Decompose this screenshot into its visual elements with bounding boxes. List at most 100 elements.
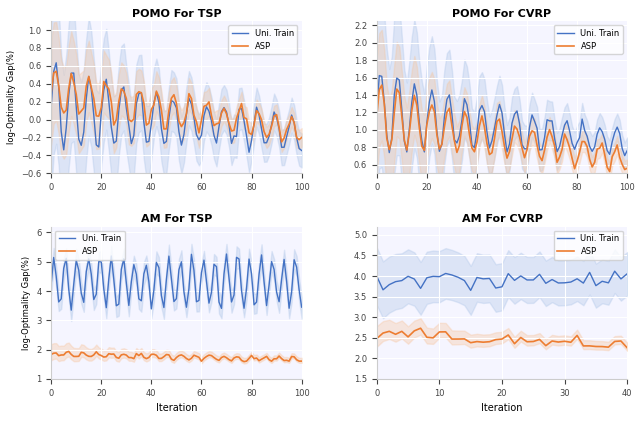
ASP bbox=[410, 328, 418, 333]
Uni. Train bbox=[554, 280, 562, 285]
ASP bbox=[47, 90, 55, 95]
ASP bbox=[298, 135, 305, 140]
Uni. Train bbox=[245, 150, 253, 155]
Line: ASP: ASP bbox=[51, 352, 301, 362]
Uni. Train bbox=[525, 125, 533, 130]
ASP bbox=[461, 336, 468, 341]
Uni. Train bbox=[442, 271, 449, 276]
Uni. Train bbox=[298, 304, 305, 309]
Uni. Train bbox=[385, 282, 393, 287]
Uni. Train bbox=[567, 280, 575, 285]
ASP bbox=[580, 344, 588, 349]
ASP bbox=[423, 335, 431, 340]
ASP bbox=[536, 337, 543, 342]
Uni. Train bbox=[393, 75, 401, 80]
Uni. Train bbox=[448, 272, 456, 277]
Uni. Train bbox=[479, 276, 487, 281]
Uni. Train bbox=[65, 287, 72, 292]
ASP bbox=[479, 340, 487, 345]
Uni. Train bbox=[573, 276, 581, 281]
X-axis label: Iteration: Iteration bbox=[481, 403, 523, 413]
ASP bbox=[379, 330, 387, 336]
X-axis label: Iteration: Iteration bbox=[156, 403, 197, 413]
Uni. Train bbox=[611, 269, 618, 274]
Uni. Train bbox=[67, 308, 75, 313]
ASP bbox=[67, 71, 75, 76]
Legend: Uni. Train, ASP: Uni. Train, ASP bbox=[56, 231, 125, 260]
Title: AM For TSP: AM For TSP bbox=[141, 214, 212, 224]
Uni. Train bbox=[498, 284, 506, 289]
ASP bbox=[573, 333, 581, 338]
ASP bbox=[47, 352, 55, 357]
ASP bbox=[606, 169, 614, 174]
ASP bbox=[511, 341, 518, 346]
Uni. Train bbox=[486, 276, 493, 281]
Uni. Train bbox=[398, 278, 406, 283]
ASP bbox=[378, 83, 386, 88]
Uni. Train bbox=[52, 60, 60, 65]
Uni. Train bbox=[592, 283, 600, 288]
Uni. Train bbox=[47, 104, 55, 109]
Uni. Train bbox=[228, 299, 236, 304]
ASP bbox=[551, 143, 559, 148]
Uni. Train bbox=[563, 118, 571, 123]
Uni. Train bbox=[47, 281, 55, 286]
ASP bbox=[225, 121, 233, 126]
Line: ASP: ASP bbox=[51, 71, 301, 142]
ASP bbox=[491, 136, 499, 141]
ASP bbox=[504, 333, 512, 338]
Uni. Train bbox=[561, 280, 568, 285]
ASP bbox=[373, 336, 381, 341]
Uni. Train bbox=[404, 274, 412, 279]
ASP bbox=[529, 339, 537, 344]
Title: AM For CVRP: AM For CVRP bbox=[461, 214, 543, 224]
ASP bbox=[523, 339, 531, 344]
ASP bbox=[561, 339, 568, 344]
Uni. Train bbox=[529, 277, 537, 282]
ASP bbox=[113, 355, 120, 360]
ASP bbox=[598, 344, 606, 349]
ASP bbox=[542, 343, 550, 348]
Title: POMO For TSP: POMO For TSP bbox=[132, 9, 221, 19]
ASP bbox=[498, 336, 506, 341]
ASP bbox=[438, 142, 445, 147]
Legend: Uni. Train, ASP: Uni. Train, ASP bbox=[228, 25, 298, 54]
ASP bbox=[473, 339, 481, 344]
Uni. Train bbox=[67, 71, 75, 76]
Uni. Train bbox=[429, 274, 437, 279]
Uni. Train bbox=[423, 275, 431, 280]
Line: ASP: ASP bbox=[377, 85, 627, 171]
Uni. Train bbox=[410, 277, 418, 282]
Uni. Train bbox=[165, 115, 173, 120]
ASP bbox=[298, 359, 305, 364]
Legend: Uni. Train, ASP: Uni. Train, ASP bbox=[554, 231, 623, 260]
Legend: Uni. Train, ASP: Uni. Train, ASP bbox=[554, 25, 623, 54]
ASP bbox=[436, 329, 444, 334]
ASP bbox=[492, 337, 500, 342]
Uni. Train bbox=[225, 123, 233, 128]
ASP bbox=[567, 340, 575, 345]
Line: Uni. Train: Uni. Train bbox=[377, 76, 627, 156]
Uni. Train bbox=[379, 287, 387, 292]
Line: ASP: ASP bbox=[377, 328, 627, 348]
Uni. Train bbox=[376, 73, 383, 78]
ASP bbox=[373, 114, 381, 119]
ASP bbox=[442, 329, 449, 334]
ASP bbox=[623, 166, 631, 171]
Uni. Train bbox=[511, 278, 518, 283]
Uni. Train bbox=[605, 280, 612, 285]
ASP bbox=[454, 336, 462, 341]
ASP bbox=[429, 336, 437, 341]
Uni. Train bbox=[113, 139, 120, 144]
Uni. Train bbox=[373, 110, 381, 115]
Uni. Train bbox=[392, 279, 399, 284]
ASP bbox=[225, 357, 233, 362]
ASP bbox=[65, 349, 72, 354]
Uni. Train bbox=[461, 278, 468, 283]
Uni. Train bbox=[417, 286, 424, 291]
Uni. Train bbox=[223, 251, 230, 256]
ASP bbox=[237, 358, 245, 363]
ASP bbox=[417, 326, 424, 331]
ASP bbox=[237, 101, 245, 106]
Uni. Train bbox=[621, 153, 628, 158]
